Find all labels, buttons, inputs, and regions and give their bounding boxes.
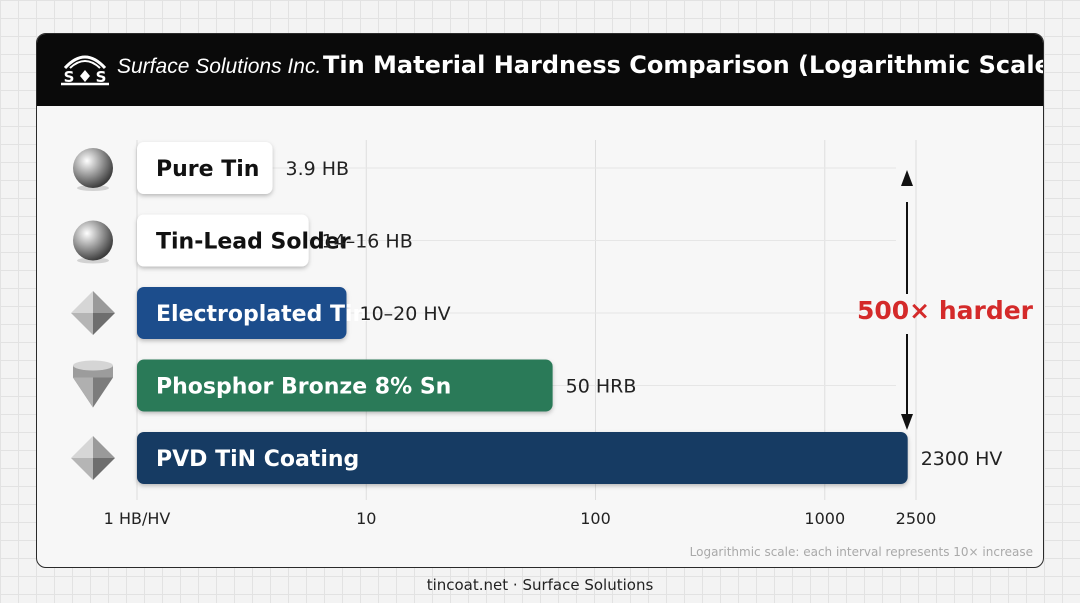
bar-row: Pure Tin 3.9 HB (137, 142, 349, 194)
bar-value-label: 3.9 HB (286, 158, 350, 180)
bar-row: Phosphor Bronze 8% Sn 50 HRB (137, 359, 637, 412)
company-logo: S S (61, 55, 109, 86)
chart-card: S S Surface Solutions Inc. Tin Material … (36, 33, 1044, 568)
arrow-up-icon (901, 170, 913, 186)
x-axis-ticks: 1 HB/HV 10 100 1000 2500 (104, 509, 937, 528)
sphere-icon (73, 220, 113, 264)
logo-letter-left: S (64, 68, 75, 86)
bar (137, 142, 273, 194)
footer-credit: tincoat.net · Surface Solutions (426, 576, 654, 594)
bar (137, 214, 309, 267)
bar (137, 432, 908, 484)
x-tick-label: 2500 (896, 509, 937, 528)
bar-value-label: 50 HRB (566, 376, 637, 398)
scale-footnote: Logarithmic scale: each interval represe… (689, 545, 1033, 559)
bar (137, 287, 347, 339)
bar-row: PVD TiN Coating 2300 HV (137, 432, 1002, 484)
annotation: 500× harder (857, 170, 1034, 430)
indenter-icons (71, 148, 115, 480)
chart-title: Tin Material Hardness Comparison (Logari… (323, 51, 1044, 79)
header-bar: S S Surface Solutions Inc. Tin Material … (37, 34, 1043, 106)
x-tick-label: 10 (356, 509, 376, 528)
x-tick-label: 100 (580, 509, 611, 528)
diamond-icon (71, 436, 115, 480)
bar-value-label: 2300 HV (921, 448, 1003, 470)
brand-name: Surface Solutions Inc. (117, 55, 322, 78)
logo-letter-right: S (96, 68, 107, 86)
x-tick-label: 1000 (804, 509, 845, 528)
x-tick-label: 1 HB/HV (104, 509, 171, 528)
diamond-icon (71, 291, 115, 335)
bar-category-label: Electroplated Tin (156, 302, 368, 327)
bar (137, 359, 553, 412)
cone-icon (73, 360, 113, 408)
bar-value-label: 14–16 HB (322, 231, 413, 253)
arrow-down-icon (901, 414, 913, 430)
annotation-label: 500× harder (857, 296, 1034, 325)
bar-category-label: Pure Tin (156, 157, 259, 182)
sphere-icon (73, 148, 113, 191)
bar-category-label: Tin-Lead Solder (156, 230, 351, 255)
bar-value-label: 10–20 HV (359, 303, 450, 325)
bar-category-label: Phosphor Bronze 8% Sn (156, 375, 451, 400)
bar-category-label: PVD TiN Coating (156, 447, 359, 472)
